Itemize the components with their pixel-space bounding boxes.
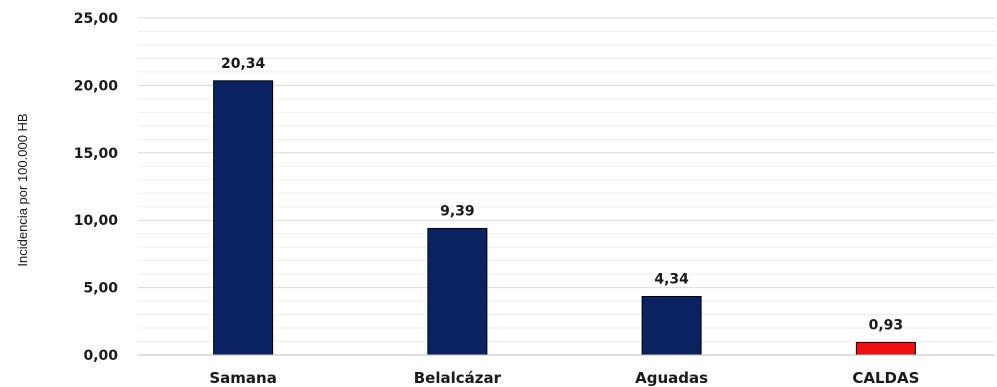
data-label: 20,34 <box>221 56 266 72</box>
data-label: 0,93 <box>869 317 904 333</box>
y-tick-label: 25,00 <box>74 11 119 27</box>
y-axis-title: Incidencia por 100.000 HB <box>15 113 30 266</box>
bars <box>213 80 916 356</box>
x-category-label: Belalcázar <box>414 369 502 387</box>
x-category-label: Aguadas <box>635 369 708 387</box>
data-label: 9,39 <box>440 203 475 219</box>
data-label: 4,34 <box>654 271 689 287</box>
gridlines <box>138 17 995 343</box>
y-tick-label: 5,00 <box>83 281 118 297</box>
y-tick-label: 0,00 <box>83 348 118 364</box>
bar-samana <box>213 80 274 356</box>
x-category-label: Samana <box>209 369 276 387</box>
x-category-label: CALDAS <box>852 369 919 387</box>
bar-caldas <box>855 341 916 356</box>
x-axis-categories: Samana Belalcázar Aguadas CALDAS <box>209 369 919 387</box>
bar-aguadas <box>641 295 702 356</box>
data-labels: 20,34 9,39 4,34 0,93 <box>221 56 903 334</box>
y-axis-ticks: 0,00 5,00 10,00 15,00 20,00 25,00 <box>74 11 119 364</box>
y-tick-label: 10,00 <box>74 213 119 229</box>
y-tick-label: 20,00 <box>74 78 119 94</box>
bar-belalcázar <box>427 227 488 356</box>
y-tick-label: 15,00 <box>74 146 119 162</box>
